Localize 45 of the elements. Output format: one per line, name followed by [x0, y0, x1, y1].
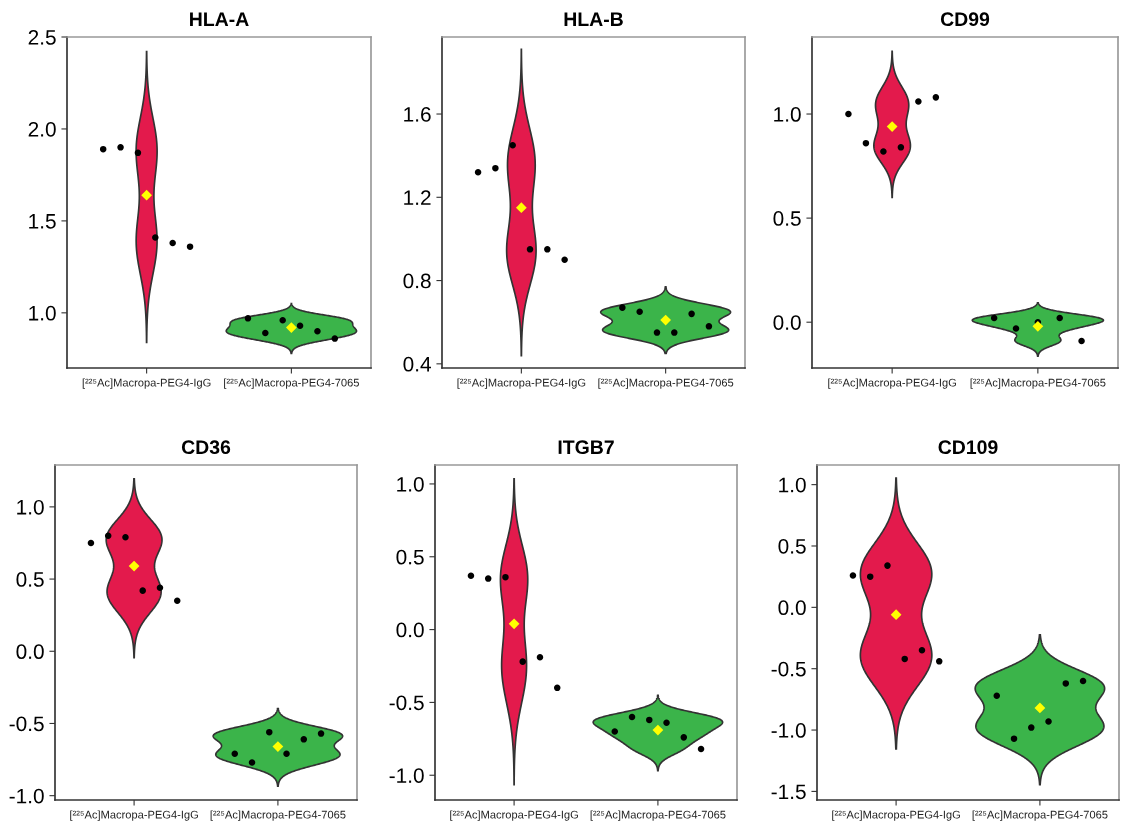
x-tick-label: [²²⁵Ac]Macropa-PEG4-7065	[224, 378, 359, 389]
y-tick-label: 1.5	[29, 214, 56, 229]
y-tick-label: 0.0	[773, 315, 801, 330]
chart-title: ITGB7	[558, 440, 614, 455]
x-tick-label: [²²⁵Ac]Macropa-PEG4-IgG	[450, 810, 578, 821]
y-tick-label: 0.5	[778, 538, 806, 554]
y-tick-label: 0.0	[778, 600, 806, 616]
y-tick-label: 0.0	[16, 644, 44, 660]
y-tick-label: -1.0	[771, 723, 806, 738]
y-tick-label: -0.5	[9, 716, 44, 732]
y-tick-label: 1.0	[17, 499, 44, 515]
y-tick-label: 1.2	[404, 190, 431, 205]
chart-title: HLA-B	[564, 12, 623, 26]
y-tick-label: 0.5	[773, 211, 801, 226]
y-tick-label: 1.6	[404, 107, 431, 122]
x-tick-label: [²²⁵Ac]Macropa-PEG4-IgG	[832, 810, 960, 821]
y-tick-label: 2.5	[28, 30, 56, 45]
y-tick-label: 1.0	[29, 305, 56, 321]
y-tick-label: 1.0	[397, 476, 424, 492]
x-tick-label: [²²⁵Ac]Macropa-PEG4-IgG	[828, 378, 956, 389]
x-tick-label: [²²⁵Ac]Macropa-PEG4-7065	[598, 378, 734, 389]
x-tick-label: [²²⁵Ac]Macropa-PEG4-IgG	[70, 810, 198, 821]
y-tick-label: 2.0	[28, 121, 56, 137]
x-tick-label: [²²⁵Ac]Macropa-PEG4-7065	[590, 810, 726, 821]
x-tick-label: [²²⁵Ac]Macropa-PEG4-7065	[210, 810, 346, 821]
y-tick-label: -1.0	[9, 788, 44, 804]
y-tick-label: 0.4	[403, 356, 431, 372]
y-tick-label: 1.0	[774, 107, 801, 122]
chart-title: HLA-A	[190, 12, 249, 26]
y-tick-label: -1.0	[389, 768, 424, 783]
y-tick-label: 0.8	[403, 273, 431, 289]
x-tick-label: [²²⁵Ac]Macropa-PEG4-7065	[970, 378, 1106, 389]
y-tick-label: -1.5	[771, 784, 806, 800]
y-tick-label: -0.5	[389, 695, 424, 711]
chart-title: CD36	[181, 440, 231, 455]
x-tick-label: [²²⁵Ac]Macropa-PEG4-7065	[972, 810, 1108, 821]
y-tick-label: 0.0	[396, 622, 424, 638]
chart-title: CD99	[940, 12, 990, 27]
chart-title: CD109	[938, 440, 998, 455]
y-tick-label: -0.5	[771, 661, 806, 677]
x-tick-label: [²²⁵Ac]Macropa-PEG4-IgG	[82, 378, 211, 389]
y-tick-label: 0.5	[16, 572, 44, 587]
y-tick-label: 1.0	[779, 477, 806, 493]
y-tick-label: 0.5	[396, 549, 424, 565]
x-tick-label: [²²⁵Ac]Macropa-PEG4-IgG	[457, 378, 586, 389]
